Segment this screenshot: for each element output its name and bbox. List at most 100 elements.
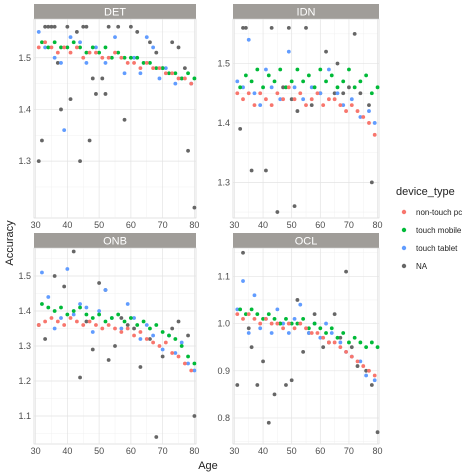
data-point [170,40,175,45]
data-point [138,365,143,369]
data-point [278,67,283,72]
x-tick-label: 80 [373,446,383,456]
data-point [349,97,354,102]
x-tick-label: 30 [229,446,239,456]
data-point [71,309,76,313]
series-touch-tablet [235,37,377,125]
data-point [284,316,288,321]
data-point [68,316,73,320]
panels: DET 30 40 50 60 70 80 1.3 1.4 1.5 IDN 30 40 50 60 70 80 1… [18,4,383,456]
data-point [148,40,152,45]
data-point [103,319,108,324]
data-point [375,345,380,350]
data-point [286,331,291,335]
data-point [352,85,357,90]
data-point [90,45,95,50]
data-point [87,138,92,143]
data-point [59,61,63,65]
data-point [252,316,257,321]
data-point [59,107,63,112]
data-point [295,298,300,302]
x-tick-label: 50 [94,446,104,456]
data-point [278,97,283,102]
data-point [55,61,60,65]
data-point [90,330,95,334]
data-point [249,79,254,84]
data-point [241,26,245,30]
data-point [266,73,271,78]
y-tick-label: 1.5 [217,59,230,69]
panel-idn: IDN 30 40 50 60 70 80 1.3 1.4 1.5 [217,4,383,230]
data-point [46,45,51,50]
data-point [298,91,303,96]
x-tick-label: 60 [315,446,325,456]
data-point [369,340,374,345]
data-point [62,284,67,289]
data-point [157,344,162,348]
series-touch-mobile [40,302,197,366]
data-point [125,61,130,65]
x-tick-label: 80 [373,220,383,230]
data-point [49,316,54,320]
data-point [81,24,86,29]
data-point [160,66,165,71]
data-point [186,148,190,153]
data-point [84,24,89,29]
data-point [241,97,245,102]
strip-background [34,233,196,248]
data-point [52,40,57,45]
data-point [289,97,294,102]
data-point [182,76,187,81]
data-point [97,309,102,313]
data-point [289,321,294,326]
data-point [258,326,263,331]
y-tick-label: 1.4 [217,118,230,128]
data-point [176,354,181,359]
data-point [59,305,63,310]
series-non-touch-pc [36,316,194,373]
data-point [358,91,363,96]
data-point [163,340,168,345]
data-point [332,97,337,102]
data-point [113,35,117,39]
data-point [306,331,311,335]
data-point [261,316,265,321]
x-tick-label: 40 [62,220,72,230]
data-point [74,30,79,34]
data-point [138,337,143,341]
data-point [163,71,168,76]
data-point [375,430,380,435]
data-point [375,85,380,90]
data-point [52,274,57,278]
y-tick-label: 0.9 [217,366,230,376]
data-point [255,383,260,387]
data-point [249,345,254,350]
strip-label: OCL [295,236,318,248]
data-point [186,333,190,338]
data-point [266,312,271,317]
y-tick-label: 1.2 [18,376,31,386]
data-point [338,345,343,350]
data-point [122,71,127,76]
data-point [335,85,340,90]
data-point [312,85,317,90]
data-point [182,66,187,71]
data-point [186,354,190,359]
data-point [344,269,348,274]
data-point [347,85,351,90]
data-point [235,79,240,84]
data-point [103,92,108,96]
data-point [238,126,243,131]
data-point [255,312,260,317]
data-point [113,344,117,348]
data-point [97,281,102,285]
data-point [301,79,306,84]
data-point [324,321,328,326]
data-point [295,109,300,113]
x-tick-label: 80 [189,220,199,230]
data-point [36,323,41,327]
data-point [327,67,331,72]
data-point [238,307,243,312]
data-point [324,331,328,335]
y-tick-label: 1.0 [217,319,230,329]
